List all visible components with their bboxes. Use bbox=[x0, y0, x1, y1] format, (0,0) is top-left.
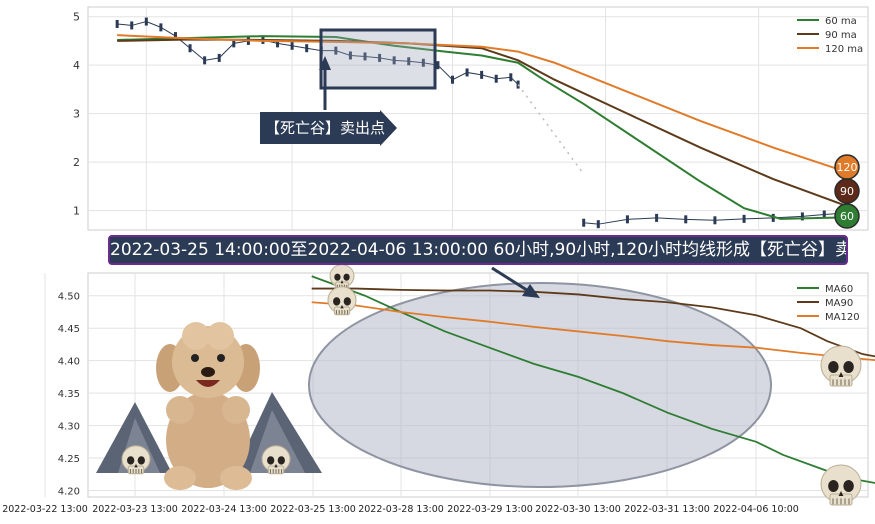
skull-nose bbox=[340, 304, 344, 309]
skull-eye-left bbox=[828, 361, 839, 373]
end-markers: 120 90 60 bbox=[834, 154, 860, 229]
bottom-series-line bbox=[311, 275, 875, 484]
caption-pointer-head bbox=[522, 284, 540, 298]
top-y-tick-label: 1 bbox=[73, 205, 80, 218]
top-series-line bbox=[117, 35, 847, 220]
skull-eye-right bbox=[137, 456, 145, 465]
skull-icon bbox=[327, 286, 357, 316]
bottom-panel: 4.50 4.45 4.40 4.35 4.30 4.25 4.20 2022-03-22 … bbox=[2, 264, 875, 515]
end-marker-circle bbox=[834, 203, 860, 229]
poodle-dog-illustration bbox=[156, 322, 260, 490]
bottom-y-tick-label: 4.35 bbox=[58, 389, 80, 400]
end-marker-circle bbox=[834, 178, 860, 204]
skull-eye-left bbox=[127, 456, 135, 465]
bottom-y-tick-label: 4.40 bbox=[58, 357, 80, 368]
top-y-tick-label: 4 bbox=[73, 59, 80, 72]
skull-eye-left bbox=[828, 480, 839, 492]
end-marker-label: 90 bbox=[840, 185, 854, 198]
bottom-x-tick-label: 2022-03-29 13:00 bbox=[447, 504, 533, 515]
skull-eye-right bbox=[277, 456, 285, 465]
top-legend-label: 90 ma bbox=[825, 30, 857, 41]
skull-eye-right bbox=[843, 361, 854, 373]
skull-eye-left bbox=[333, 297, 341, 306]
skull-icons bbox=[121, 264, 862, 506]
skull-nose bbox=[274, 463, 278, 468]
bottom-y-tick-label: 4.45 bbox=[58, 324, 80, 335]
skull-eye-right bbox=[343, 297, 351, 306]
bottom-y-tick-label: 4.25 bbox=[58, 454, 80, 465]
annotation-pointer-head bbox=[319, 56, 331, 70]
caption-pointer bbox=[491, 266, 531, 294]
bottom-x-ticks: 2022-03-22 13:00 2022-03-23 13:00 2022-03-… bbox=[2, 504, 799, 515]
price-gap-dotted bbox=[517, 84, 585, 175]
skull-nose bbox=[838, 491, 844, 496]
caption-text: 2022-03-25 14:00:00至2022-04-06 13:00:00 … bbox=[110, 240, 848, 260]
bottom-x-tick-label: 2022-04-06 10:00 bbox=[713, 504, 799, 515]
skull-eye-left bbox=[267, 456, 275, 465]
bottom-x-tick-label: 2022-03-22 13:00 bbox=[2, 504, 88, 515]
bottom-y-tick-label: 4.30 bbox=[58, 422, 80, 433]
bottom-series-line bbox=[311, 287, 875, 358]
bottom-legend-label: MA60 bbox=[825, 284, 853, 295]
top-series-line bbox=[117, 34, 847, 173]
skull-icon bbox=[820, 345, 862, 387]
bottom-y-ticks: 4.50 4.45 4.40 4.35 4.30 4.25 4.20 bbox=[58, 292, 80, 498]
skull-eye-right bbox=[843, 480, 854, 492]
skull-nose bbox=[340, 280, 344, 284]
bottom-x-tick-label: 2022-03-25 13:00 bbox=[270, 504, 356, 515]
bottom-series-line bbox=[311, 301, 875, 362]
bottom-y-tick-label: 4.20 bbox=[58, 487, 80, 498]
chart-caption: 2022-03-25 14:00:00至2022-04-06 13:00:00 … bbox=[108, 235, 848, 265]
bottom-legend: MA60 MA90 MA120 bbox=[797, 284, 860, 323]
skull-nose bbox=[134, 463, 138, 468]
top-legend-label: 60 ma bbox=[825, 16, 857, 27]
top-plot-area bbox=[87, 6, 869, 231]
bottom-ma-lines bbox=[311, 275, 875, 484]
skull-eye-right bbox=[343, 273, 350, 281]
annotation-label-text: 【死亡谷】卖出点 bbox=[265, 119, 385, 137]
bottom-x-tick-label: 2022-03-30 13:00 bbox=[535, 504, 621, 515]
bottom-x-tick-label: 2022-03-24 13:00 bbox=[181, 504, 267, 515]
death-valley-highlight-box bbox=[319, 28, 437, 90]
top-panel: 5 4 3 2 1 【死亡谷】卖出点 60 ma 90 ma 120 ma 120 90 60 bbox=[73, 6, 869, 231]
skull-icon bbox=[820, 464, 862, 506]
bottom-x-tick-label: 2022-03-23 13:00 bbox=[92, 504, 178, 515]
skull-icon bbox=[261, 445, 291, 475]
top-y-tick-label: 2 bbox=[73, 156, 80, 169]
skull-icon bbox=[121, 445, 151, 475]
bottom-x-tick-label: 2022-03-28 13:00 bbox=[358, 504, 444, 515]
bottom-y-tick-label: 4.50 bbox=[58, 292, 80, 303]
bottom-x-tick-label: 2022-03-31 13:00 bbox=[624, 504, 710, 515]
highlight-ellipse bbox=[308, 282, 772, 488]
bottom-legend-label: MA90 bbox=[825, 298, 853, 309]
skull-nose bbox=[838, 372, 844, 377]
top-legend: 60 ma 90 ma 120 ma bbox=[797, 16, 863, 55]
bottom-legend-label: MA120 bbox=[825, 312, 860, 323]
end-marker-label: 120 bbox=[837, 161, 858, 174]
top-grid bbox=[88, 7, 868, 230]
price-line bbox=[583, 212, 847, 225]
end-marker-label: 60 bbox=[840, 210, 854, 223]
top-y-tick-label: 3 bbox=[73, 108, 80, 121]
top-y-tick-label: 5 bbox=[73, 11, 80, 24]
top-ma-lines bbox=[117, 34, 847, 220]
skull-eye-left bbox=[334, 273, 341, 281]
top-y-ticks: 5 4 3 2 1 bbox=[73, 11, 80, 218]
annotation-arrow-label: 【死亡谷】卖出点 bbox=[260, 110, 397, 146]
top-legend-label: 120 ma bbox=[825, 44, 863, 55]
